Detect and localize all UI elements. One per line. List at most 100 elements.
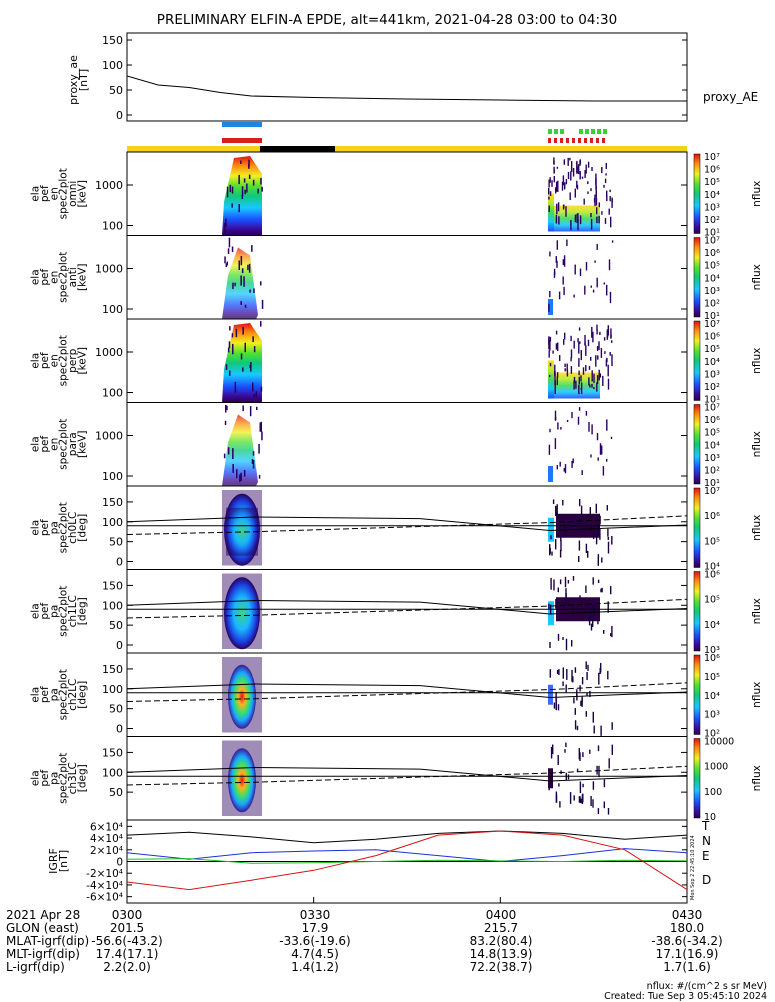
speckle: [591, 167, 593, 172]
speckle: [601, 557, 603, 563]
speckle: [562, 667, 564, 679]
speckle: [587, 191, 589, 194]
speckle: [597, 554, 600, 558]
speckle: [554, 410, 557, 421]
speckle: [227, 248, 230, 254]
speckle: [565, 206, 567, 217]
speckle: [240, 472, 242, 481]
speckle: [555, 692, 557, 702]
speckle: [597, 355, 599, 360]
speckle: [587, 181, 589, 185]
speckle: [562, 276, 564, 285]
footer-value: 14.8(13.9): [469, 947, 533, 961]
igrf-y-label: IGRF[nT]: [47, 848, 70, 874]
speckle: [549, 428, 551, 433]
axis-label-line: en: [48, 187, 60, 200]
speckle: [598, 369, 600, 381]
speckle: [548, 337, 550, 350]
speckle: [558, 783, 560, 787]
footer-value: 0300: [111, 908, 143, 922]
colorbar-tick-label: 10³: [704, 286, 720, 297]
speckle: [252, 179, 255, 186]
colorbar-tick-label: 10⁴: [704, 620, 720, 631]
speckle: [560, 539, 562, 552]
speckle: [563, 468, 565, 472]
tick-label: -6×10⁴: [86, 892, 123, 904]
speckle: [571, 161, 573, 172]
speckle: [560, 535, 562, 542]
speckle: [555, 599, 557, 609]
speckle: [596, 524, 599, 532]
footer-value: -33.6(-19.6): [279, 934, 351, 948]
tick-label: -4×10⁴: [86, 880, 123, 892]
igrf-side-stamp: Mon Sep 2 22:45:10 2024: [690, 835, 696, 900]
speckle: [604, 218, 607, 224]
loss-cone-line: [126, 767, 688, 782]
speckle: [591, 326, 593, 338]
axis-label-line: ch2LC: [67, 679, 79, 711]
speckle: [608, 259, 611, 271]
speckle: [243, 276, 245, 287]
axis-label-line: spec2plot: [58, 586, 70, 637]
footer-value: 4.7(4.5): [291, 947, 339, 961]
marker-segment: [585, 129, 589, 134]
tick-label: 0: [116, 857, 123, 869]
speckle: [557, 422, 559, 430]
speckle: [573, 376, 576, 384]
speckle: [553, 176, 555, 183]
speckle: [557, 754, 559, 765]
speckle: [243, 469, 246, 477]
speckle: [579, 341, 581, 344]
zone2-green-marker: [548, 129, 607, 134]
igrf-legend-D: D: [702, 873, 711, 887]
speckle: [576, 768, 579, 772]
speckle: [592, 604, 594, 611]
axis-label-line: [deg]: [77, 764, 89, 792]
speckle: [244, 189, 246, 195]
speckle: [564, 749, 566, 753]
marker-segment: [596, 138, 599, 143]
speckle: [601, 445, 603, 455]
speckle: [554, 370, 556, 376]
speckle: [550, 535, 552, 540]
speckle: [593, 725, 595, 734]
colorbar-tick-label: 10⁵: [704, 536, 720, 547]
spec-panel-anti: 1001000elapefenspec2plotanti[keV]10¹10²1…: [29, 235, 763, 322]
speckle: [236, 469, 238, 479]
speckle: [261, 431, 263, 441]
speckle: [559, 461, 561, 467]
speckle: [574, 188, 576, 198]
axis-label-line: IGRF: [47, 848, 60, 874]
footer-value: 2.2(2.0): [103, 960, 151, 974]
speckle: [591, 383, 593, 388]
speckle: [607, 364, 609, 377]
speckle: [573, 380, 575, 390]
speckle: [224, 223, 226, 234]
speckle: [570, 220, 572, 231]
speckle: [606, 190, 608, 197]
tick-label: 100: [102, 683, 123, 696]
tick-label: 100: [102, 766, 123, 779]
speckle: [603, 337, 606, 341]
footer-value: 17.4(17.1): [95, 947, 159, 961]
speckle: [567, 580, 570, 584]
speckle: [567, 171, 570, 180]
speckle: [596, 765, 598, 775]
speckle: [579, 171, 581, 180]
speckle: [551, 180, 553, 187]
colorbar-tick-label: 10³: [704, 710, 720, 721]
speckle: [596, 243, 598, 250]
tick-label: 1000: [95, 430, 123, 443]
axis-label-text: elapefpaspec2plotch0LC[deg]: [29, 502, 88, 553]
loss-cone-line: [126, 683, 688, 699]
speckle: [559, 801, 561, 808]
igrf-lines: [126, 830, 688, 891]
panel-frame: [126, 235, 688, 320]
axis-label-line: [nT]: [57, 850, 70, 872]
speckle: [608, 758, 610, 769]
colorbar-tick-label: 10000: [704, 737, 734, 748]
speckle: [574, 667, 577, 673]
speckle: [576, 180, 578, 189]
colorbar: [693, 738, 701, 819]
speckle: [590, 609, 592, 621]
